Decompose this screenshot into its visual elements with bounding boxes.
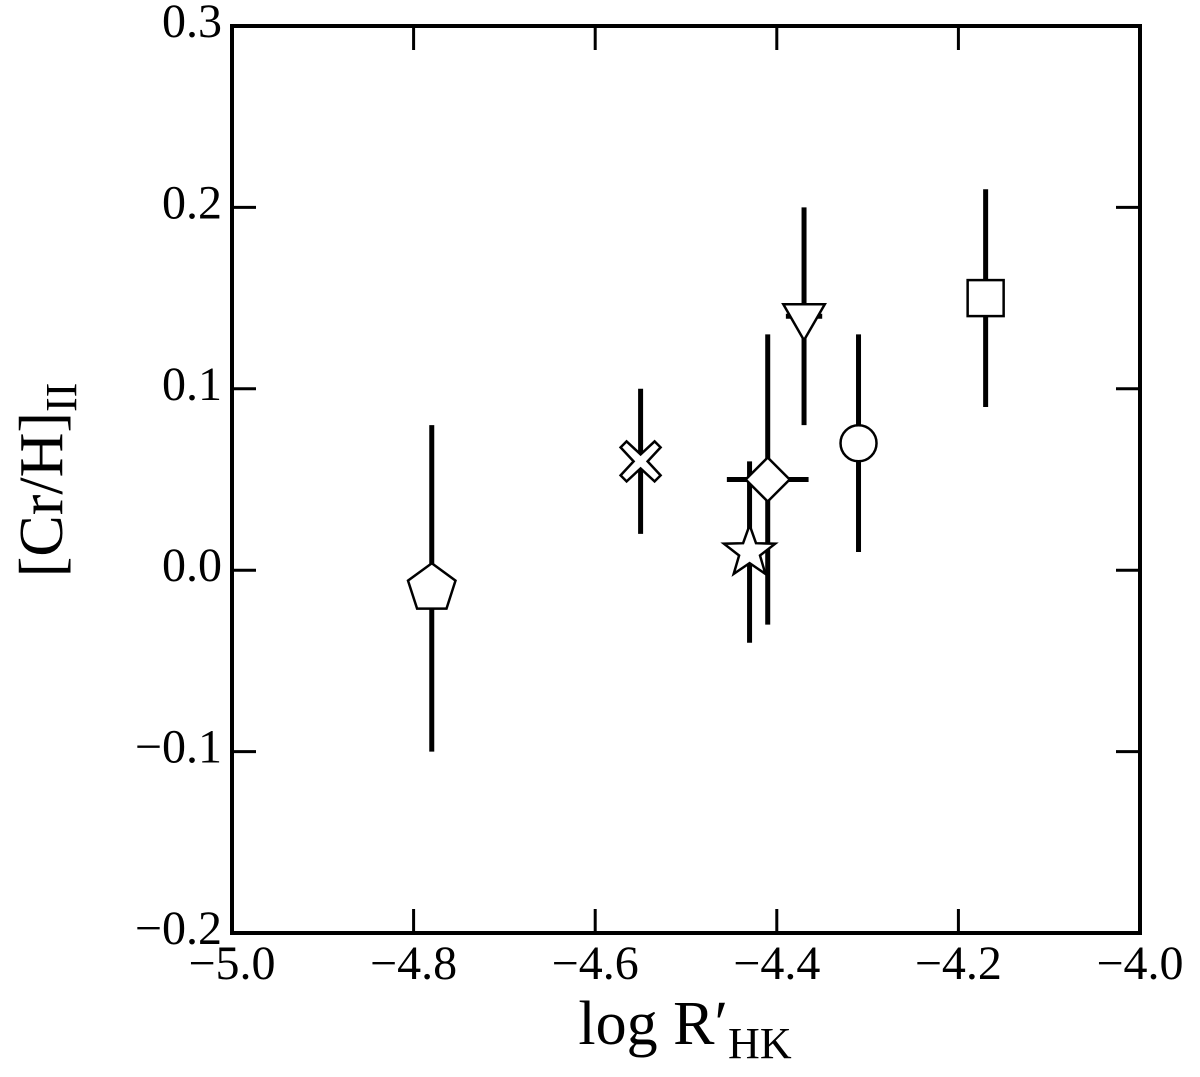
x-axis-label: log R′HK: [578, 990, 791, 1068]
x-tick-label: −4.8: [370, 937, 457, 990]
marker-x: [618, 439, 663, 484]
x-tick-label: −5.0: [188, 937, 275, 990]
y-axis-label-subscript: II: [37, 383, 86, 412]
marker-diamond: [743, 455, 792, 504]
marker-square: [966, 278, 1005, 318]
marker-circle: [839, 423, 878, 463]
y-axis-label: [Cr/H]II: [8, 383, 86, 578]
y-tick-label: 0.3: [162, 0, 222, 48]
x-axis-label-subscript: HK: [728, 1019, 792, 1068]
y-tick-label: 0.0: [162, 539, 222, 592]
marker-pentagon: [406, 561, 457, 610]
y-tick-label: 0.1: [162, 358, 222, 411]
plot-frame: [230, 24, 1142, 935]
x-tick-label: −4.6: [552, 937, 639, 990]
y-tick-label: −0.2: [135, 902, 222, 955]
x-axis-label-text: log R′: [578, 990, 728, 1058]
x-tick-label: −4.0: [1096, 937, 1183, 990]
y-axis-label-text: [Cr/H]: [8, 412, 76, 577]
x-tick-label: −4.4: [733, 937, 820, 990]
marker-star: [720, 521, 779, 577]
x-tick-label: −4.2: [915, 937, 1002, 990]
y-tick-label: −0.1: [135, 721, 222, 774]
y-tick-label: 0.2: [162, 176, 222, 229]
marker-triangle-down: [781, 302, 827, 343]
